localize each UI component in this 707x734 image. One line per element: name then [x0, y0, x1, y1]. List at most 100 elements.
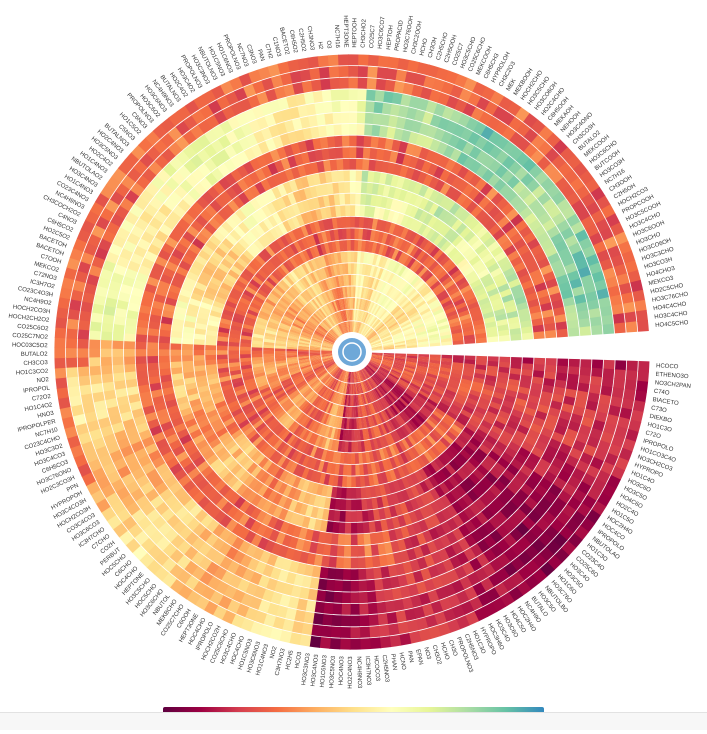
heatmap-cell: [321, 321, 331, 331]
heatmap-cell: [342, 158, 351, 170]
heatmap-cell: [430, 393, 442, 402]
heatmap-cell: [337, 311, 343, 323]
heatmap-cell: [406, 448, 416, 461]
heatmap-cell: [162, 542, 177, 558]
heatmap-cell: [353, 418, 357, 430]
heatmap-cell: [307, 588, 318, 601]
heatmap-cell: [479, 214, 493, 227]
heatmap-cell: [178, 525, 193, 540]
heatmap-cell: [432, 249, 444, 261]
heatmap-cell: [513, 430, 527, 442]
heatmap-cell: [373, 278, 380, 291]
heatmap-cell: [596, 249, 611, 263]
heatmap-cell: [400, 395, 411, 405]
heatmap-cell: [320, 555, 330, 568]
heatmap-cell: [250, 415, 262, 426]
heatmap-cell: [376, 293, 384, 305]
heatmap-cell: [329, 329, 339, 339]
heatmap-cell: [521, 326, 533, 335]
heatmap-cell: [451, 472, 464, 485]
heatmap-cell: [255, 496, 268, 510]
heatmap-cell: [313, 283, 321, 295]
heatmap-cell: [145, 223, 159, 237]
heatmap-cell: [183, 560, 199, 575]
heatmap-cell: [568, 366, 580, 376]
heatmap-cell: [440, 495, 452, 508]
heatmap-cell: [142, 404, 156, 416]
heatmap-cell: [421, 385, 433, 394]
heatmap-cell: [363, 252, 369, 264]
heatmap-cell: [632, 289, 646, 303]
heatmap-cell: [201, 190, 215, 205]
heatmap-cell: [329, 265, 336, 277]
heatmap-cell: [267, 515, 279, 529]
heatmap-cell: [480, 273, 493, 284]
heatmap-cell: [359, 626, 371, 638]
heatmap-cell: [326, 183, 335, 195]
heatmap-cell: [218, 242, 231, 254]
heatmap-cell: [372, 113, 383, 126]
heatmap-cell: [369, 427, 376, 439]
heatmap-cell: [346, 418, 350, 430]
heatmap-cell: [282, 416, 293, 428]
heatmap-cell: [540, 427, 554, 439]
heatmap-cell: [402, 327, 414, 334]
heatmap-cell: [344, 394, 348, 406]
heatmap-cell: [239, 253, 252, 265]
heatmap-cell: [240, 617, 255, 632]
heatmap-cell: [434, 485, 445, 498]
heatmap-cell: [443, 243, 456, 256]
heatmap-cell: [585, 400, 599, 412]
heatmap-cell: [253, 329, 265, 336]
heatmap-cell: [370, 377, 378, 387]
heatmap-cell: [395, 69, 408, 83]
heatmap-cell: [557, 469, 571, 484]
heatmap-cell: [317, 295, 325, 306]
heatmap-cell: [311, 433, 319, 446]
heatmap-cell: [366, 330, 375, 339]
heatmap-cell: [326, 363, 336, 371]
heatmap-cell: [277, 183, 288, 197]
heatmap-cell: [233, 261, 246, 272]
heatmap-cell: [221, 383, 233, 392]
heatmap-cell: [292, 117, 303, 131]
heatmap-cell: [405, 407, 415, 418]
species-label: HO1C3O: [647, 422, 673, 434]
heatmap-cell: [331, 289, 337, 301]
heatmap-cell: [54, 357, 66, 369]
heatmap-cell: [423, 380, 435, 388]
heatmap-cell: [471, 485, 484, 499]
heatmap-cell: [367, 364, 376, 373]
heatmap-cell: [614, 360, 627, 371]
heatmap-cell: [473, 121, 487, 136]
heatmap-cell: [222, 471, 235, 484]
heatmap-cell: [352, 309, 355, 321]
heatmap-cell: [437, 321, 449, 328]
heatmap-cell: [510, 542, 525, 557]
heatmap-cell: [450, 250, 463, 263]
heatmap-cell: [348, 418, 352, 430]
heatmap-cell: [516, 536, 532, 551]
heatmap-cell: [244, 201, 257, 215]
heatmap-cell: [190, 219, 204, 233]
heatmap-cell: [466, 489, 479, 503]
heatmap-cell: [382, 270, 390, 282]
heatmap-cell: [412, 320, 424, 328]
heatmap-cell: [410, 417, 421, 428]
heatmap-cell: [474, 178, 488, 192]
heatmap-cell: [191, 168, 206, 183]
heatmap-cell: [193, 344, 205, 351]
heatmap-cell: [544, 371, 556, 380]
heatmap-cell: [502, 533, 517, 548]
heatmap-cell: [611, 387, 624, 399]
heatmap-cell: [355, 158, 364, 170]
heatmap-cell: [357, 394, 361, 406]
heatmap-cell: [320, 207, 328, 220]
heatmap-cell: [222, 277, 235, 288]
heatmap-cell: [360, 394, 365, 405]
heatmap-cell: [348, 286, 352, 298]
heatmap-cell: [425, 228, 436, 241]
heatmap-cell: [373, 320, 382, 330]
heatmap-cell: [205, 532, 219, 547]
